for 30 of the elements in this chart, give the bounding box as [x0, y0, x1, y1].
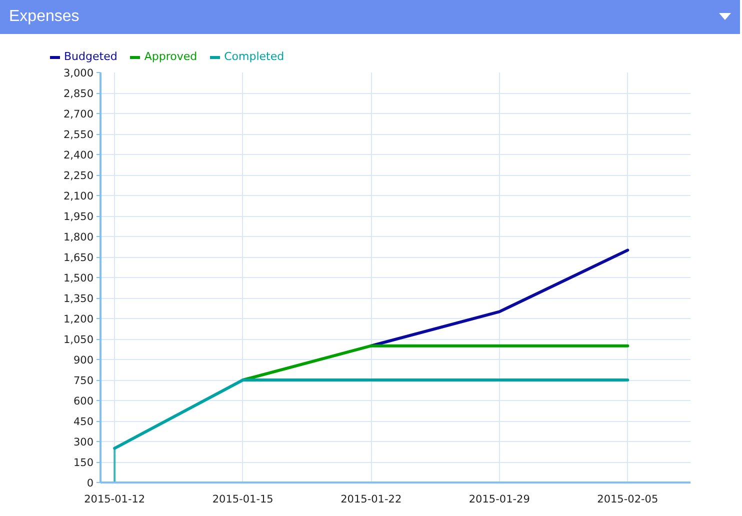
y-tick-label: 1,050 — [63, 334, 94, 346]
y-tick-label: 2,550 — [63, 129, 94, 141]
x-tick-label: 2015-02-05 — [597, 494, 658, 506]
y-tick-label: 1,500 — [63, 272, 94, 284]
y-tick-label: 2,700 — [63, 108, 94, 120]
y-tick-label: 0 — [86, 478, 94, 490]
y-tick-label: 2,850 — [63, 88, 94, 100]
x-tick-label: 2015-01-15 — [212, 494, 274, 506]
y-tick-label: 2,100 — [63, 190, 94, 202]
y-tick-label: 450 — [73, 416, 94, 428]
y-tick-label: 150 — [73, 457, 94, 469]
y-tick-label: 3,000 — [63, 68, 94, 80]
legend-label: Completed — [224, 50, 284, 64]
x-tick-label: 2015-01-12 — [84, 494, 146, 506]
x-tick-label: 2015-01-29 — [468, 494, 530, 506]
y-tick-label: 1,950 — [63, 211, 94, 223]
y-tick-label: 1,650 — [63, 252, 94, 264]
chart-title: Expenses — [9, 7, 80, 27]
y-tick-label: 1,350 — [63, 293, 94, 305]
y-tick-label: 900 — [73, 354, 94, 366]
y-tick-label: 300 — [73, 436, 94, 448]
legend-label: Budgeted — [64, 50, 118, 64]
y-tick-label: 750 — [73, 375, 94, 387]
y-tick-label: 2,400 — [63, 150, 94, 162]
legend-label: Approved — [144, 50, 198, 64]
y-tick-label: 2,250 — [63, 170, 94, 182]
y-tick-label: 1,800 — [63, 232, 94, 244]
y-tick-label: 600 — [73, 396, 94, 408]
x-tick-label: 2015-01-22 — [340, 494, 402, 506]
y-tick-label: 1,200 — [63, 314, 94, 326]
